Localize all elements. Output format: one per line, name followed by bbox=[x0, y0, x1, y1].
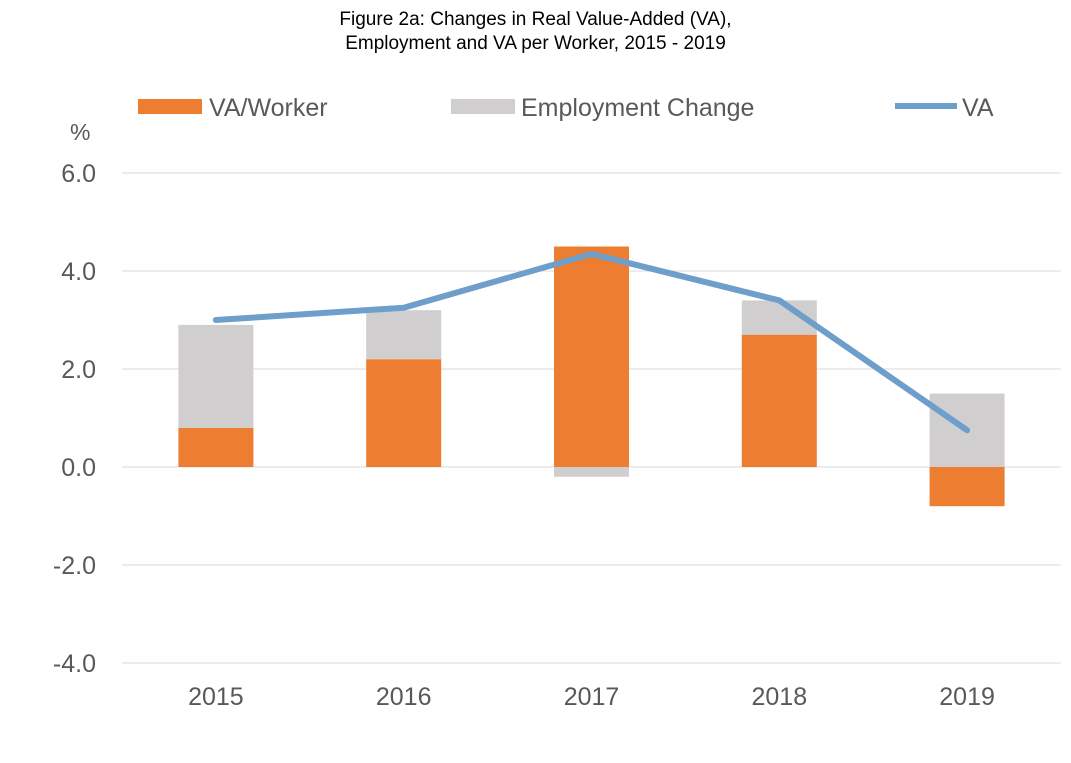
legend: VA/Worker Employment Change VA bbox=[138, 94, 994, 122]
bar-layer bbox=[178, 246, 1005, 507]
bar-employment-change-2015 bbox=[178, 324, 254, 428]
gridlines bbox=[122, 172, 1061, 664]
y-tick-label: 4.0 bbox=[61, 258, 96, 286]
y-tick-label: 0.0 bbox=[61, 454, 96, 482]
bar-employment-change-2016 bbox=[366, 310, 442, 360]
chart-title: Figure 2a: Changes in Real Value-Added (… bbox=[0, 8, 1071, 56]
axis-labels: -4.0 -2.0 0.0 2.0 4.0 6.0 2015 2016 2017 2018 2019 bbox=[53, 160, 995, 711]
x-tick-label: 2019 bbox=[939, 683, 995, 711]
bar-va-worker-2015 bbox=[178, 427, 254, 467]
legend-label-va-worker: VA/Worker bbox=[209, 94, 328, 122]
bar-va-worker-2019 bbox=[929, 467, 1005, 507]
bar-va-worker-2017 bbox=[554, 246, 629, 467]
legend-label-va: VA bbox=[962, 94, 994, 122]
y-tick-label: -4.0 bbox=[53, 650, 96, 678]
x-tick-label: 2016 bbox=[376, 683, 432, 711]
y-axis-unit-label: % bbox=[70, 119, 90, 145]
legend-swatch-employment-change bbox=[451, 99, 515, 114]
legend-label-employment-change: Employment Change bbox=[521, 94, 754, 122]
chart-title-line-2: Employment and VA per Worker, 2015 - 201… bbox=[345, 33, 726, 54]
y-tick-label: -2.0 bbox=[53, 552, 96, 580]
y-tick-label: 6.0 bbox=[61, 160, 96, 188]
bar-va-worker-2016 bbox=[366, 359, 442, 467]
legend-swatch-va-worker bbox=[138, 99, 202, 114]
bar-employment-change-2017 bbox=[554, 467, 629, 477]
x-tick-label: 2018 bbox=[751, 683, 807, 711]
x-tick-label: 2015 bbox=[188, 683, 244, 711]
line-layer bbox=[212, 250, 971, 434]
x-tick-label: 2017 bbox=[564, 683, 620, 711]
y-tick-label: 2.0 bbox=[61, 356, 96, 384]
bar-va-worker-2018 bbox=[741, 334, 817, 467]
chart-title-line-1: Figure 2a: Changes in Real Value-Added (… bbox=[339, 9, 732, 30]
